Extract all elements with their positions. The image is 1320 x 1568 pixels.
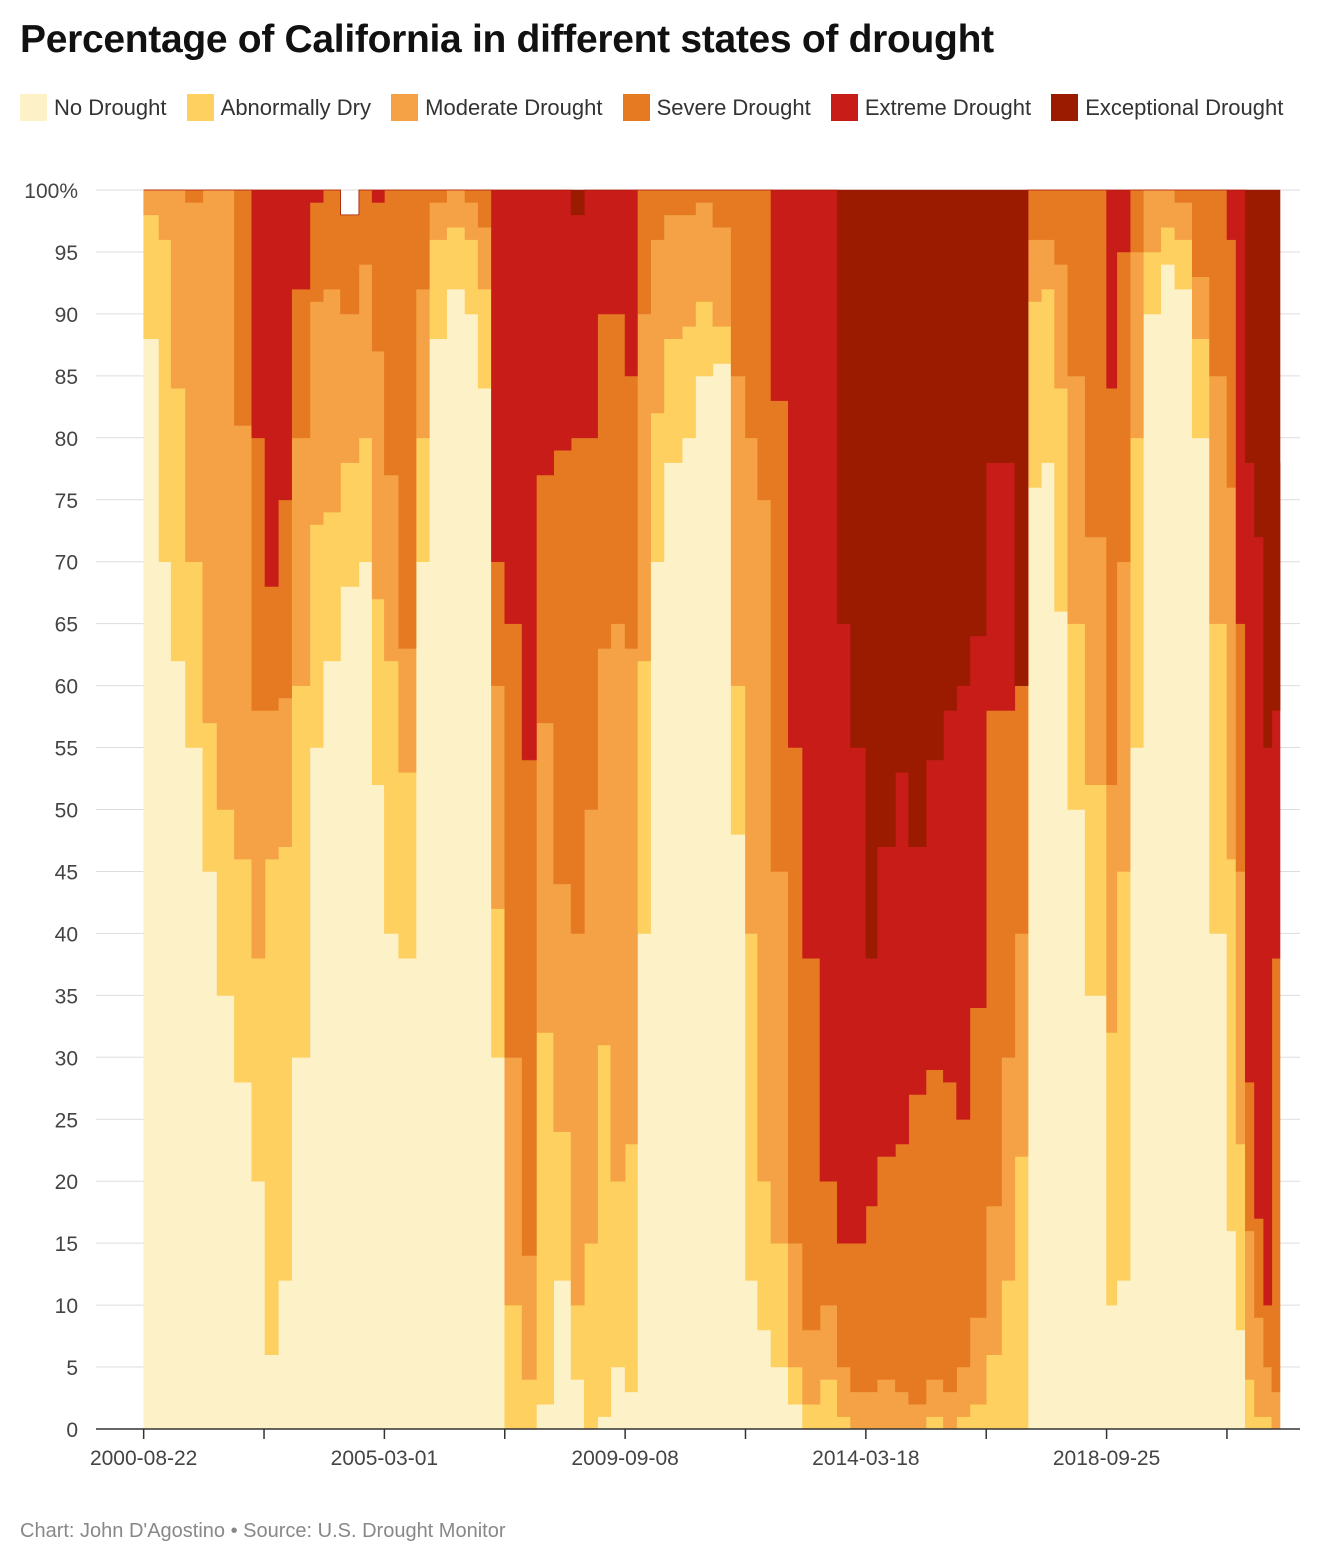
y-tick-label: 30 xyxy=(55,1047,78,1070)
legend: No Drought Abnormally Dry Moderate Droug… xyxy=(20,90,1300,126)
legend-label: Moderate Drought xyxy=(425,95,603,120)
y-tick-label: 10 xyxy=(55,1295,78,1318)
legend-swatch xyxy=(186,94,214,121)
legend-swatch xyxy=(1051,94,1079,121)
y-tick-label: 25 xyxy=(55,1109,78,1132)
y-tick-label: 40 xyxy=(55,923,78,946)
y-tick-label: 45 xyxy=(55,861,78,884)
chart-footer: Chart: John D'Agostino • Source: U.S. Dr… xyxy=(20,1520,506,1542)
x-tick-label: 2009-09-08 xyxy=(571,1447,678,1470)
y-tick-label: 55 xyxy=(55,738,78,761)
y-tick-label: 35 xyxy=(55,985,78,1008)
legend-item-no-drought[interactable]: No Drought xyxy=(20,90,167,126)
chart-title: Percentage of California in different st… xyxy=(20,18,994,61)
legend-label: Extreme Drought xyxy=(864,95,1032,120)
legend-label: Severe Drought xyxy=(656,95,811,120)
y-tick-label: 85 xyxy=(55,366,78,389)
legend-item-extreme-drought[interactable]: Extreme Drought xyxy=(830,90,1032,126)
y-tick-label: 70 xyxy=(55,552,78,575)
legend-item-severe-drought[interactable]: Severe Drought xyxy=(622,90,811,126)
area-series xyxy=(143,189,1281,1430)
legend-label: Abnormally Dry xyxy=(220,95,372,120)
x-tick-label: 2014-03-18 xyxy=(812,1447,919,1470)
legend-swatch xyxy=(391,94,419,121)
x-tick-label: 2018-09-25 xyxy=(1053,1447,1160,1470)
x-axis: 2000-08-22 2005-03-01 2009-09-08 2014-03-18… xyxy=(90,1428,1300,1470)
y-tick-label: 60 xyxy=(55,676,78,699)
y-tick-label: 65 xyxy=(55,614,78,637)
legend-item-moderate-drought[interactable]: Moderate Drought xyxy=(391,90,602,126)
legend-label: Exceptional Drought xyxy=(1085,95,1284,120)
y-tick-label: 50 xyxy=(55,800,78,823)
legend-swatch xyxy=(622,94,650,121)
legend-swatch xyxy=(20,94,47,121)
legend-swatch xyxy=(830,94,858,121)
y-tick-label: 75 xyxy=(55,490,78,513)
y-tick-label: 20 xyxy=(55,1171,78,1194)
y-axis: 0 5 10 15 20 25 30 35 40 45 50 55 60 65 70 75 80 85 90 95 10… xyxy=(24,180,78,1442)
x-tick-label: 2000-08-22 xyxy=(90,1447,197,1470)
stacked-area-chart: 0 5 10 15 20 25 30 35 40 45 50 55 60 65 70 75 80 85 90 95 10… xyxy=(24,180,1300,1470)
y-tick-label: 5 xyxy=(66,1357,78,1380)
legend-label: No Drought xyxy=(54,95,167,120)
legend-item-abnormally-dry[interactable]: Abnormally Dry xyxy=(186,90,372,126)
y-tick-label: 0 xyxy=(66,1419,78,1442)
area-exceptional-drought[interactable] xyxy=(143,189,1281,959)
legend-item-exceptional-drought[interactable]: Exceptional Drought xyxy=(1051,90,1283,126)
y-tick-label: 80 xyxy=(55,428,78,451)
y-tick-label: 100% xyxy=(24,180,78,203)
y-tick-label: 15 xyxy=(55,1233,78,1256)
y-tick-label: 90 xyxy=(55,304,78,327)
x-tick-label: 2005-03-01 xyxy=(331,1447,438,1470)
y-tick-label: 95 xyxy=(55,242,78,265)
